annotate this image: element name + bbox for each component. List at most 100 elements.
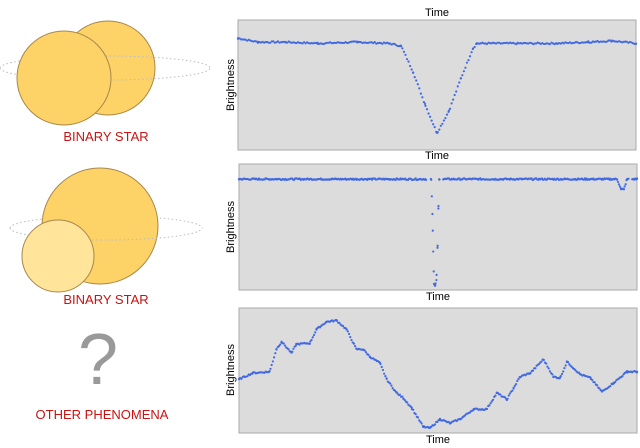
data-point <box>418 419 421 422</box>
illustration-label: OTHER PHENOMENA <box>36 407 169 422</box>
data-point <box>591 378 594 382</box>
data-point <box>347 332 351 336</box>
data-point <box>562 370 565 373</box>
data-point <box>272 356 276 359</box>
orbit-front <box>9 227 203 241</box>
data-point <box>421 96 424 99</box>
data-point <box>310 338 313 341</box>
data-point <box>436 420 439 424</box>
data-point <box>518 376 522 379</box>
orbit-front <box>0 67 211 81</box>
data-point <box>380 365 383 369</box>
data-point <box>598 387 601 390</box>
data-point <box>236 37 240 40</box>
data-point <box>384 375 387 378</box>
data-point <box>362 41 366 44</box>
data-point <box>271 360 274 363</box>
data-point <box>445 113 449 116</box>
y-axis-label: Brightness <box>225 59 237 111</box>
data-point <box>455 419 458 423</box>
x-axis-label: Time <box>426 434 450 446</box>
data-point <box>269 41 272 44</box>
data-point <box>517 378 520 381</box>
data-point <box>422 101 426 104</box>
data-point <box>308 342 311 345</box>
orbit-back <box>0 55 211 69</box>
data-point <box>611 39 614 42</box>
data-point <box>409 64 412 68</box>
data-point <box>274 352 277 355</box>
data-point <box>345 328 348 331</box>
data-point <box>574 368 577 372</box>
data-point <box>617 183 621 186</box>
data-point <box>458 417 461 421</box>
data-point <box>516 379 519 383</box>
chart-title: Time <box>425 7 449 19</box>
data-point <box>346 330 349 333</box>
data-point <box>462 70 465 73</box>
data-point <box>403 398 406 402</box>
data-point <box>515 42 518 46</box>
data-points <box>237 177 639 287</box>
data-point <box>423 102 427 105</box>
data-point <box>432 123 435 126</box>
data-point <box>551 373 554 376</box>
data-point <box>404 53 407 56</box>
data-point <box>333 41 336 44</box>
light-curve-chart-3: Brightness Time <box>225 307 639 446</box>
data-point <box>542 358 545 361</box>
data-point <box>448 422 452 425</box>
data-point <box>391 387 394 390</box>
data-point <box>624 183 627 186</box>
data-point <box>459 77 462 80</box>
data-point <box>315 327 318 330</box>
data-point <box>352 40 355 43</box>
data-point <box>437 204 440 208</box>
x-axis-label: Time <box>426 291 450 303</box>
plot-area <box>238 163 638 291</box>
data-point <box>413 75 416 79</box>
data-point <box>467 58 470 62</box>
data-point <box>450 102 453 105</box>
data-point <box>284 40 287 44</box>
data-point <box>431 212 434 216</box>
data-point <box>488 404 491 407</box>
data-point <box>425 108 429 111</box>
data-point <box>415 79 418 82</box>
data-point <box>246 375 249 378</box>
data-point <box>475 42 478 45</box>
data-point <box>353 40 356 43</box>
data-point <box>412 408 415 411</box>
small-star-icon <box>21 219 95 293</box>
data-point <box>600 390 604 393</box>
data-point <box>311 336 314 339</box>
data-point <box>529 372 532 375</box>
data-point <box>369 41 372 44</box>
data-point <box>635 177 639 180</box>
data-point <box>325 320 328 323</box>
data-point <box>616 180 620 184</box>
data-point <box>367 353 370 356</box>
data-point <box>338 41 341 44</box>
data-point <box>439 124 442 127</box>
data-point <box>616 178 619 181</box>
data-point <box>373 40 376 44</box>
data-point <box>494 394 497 397</box>
data-point <box>436 244 439 247</box>
data-points <box>236 37 638 135</box>
data-point <box>507 394 510 397</box>
data-point <box>458 81 461 84</box>
data-point <box>435 131 439 135</box>
data-point <box>563 366 566 370</box>
plot-area <box>238 307 638 434</box>
data-point <box>565 360 569 363</box>
data-point <box>430 119 433 122</box>
data-point <box>531 369 535 372</box>
data-point <box>612 381 615 384</box>
data-point <box>436 246 439 249</box>
data-point <box>237 378 241 381</box>
data-point <box>522 41 525 45</box>
data-points <box>237 318 639 430</box>
illustration-label: BINARY STAR <box>63 129 148 144</box>
